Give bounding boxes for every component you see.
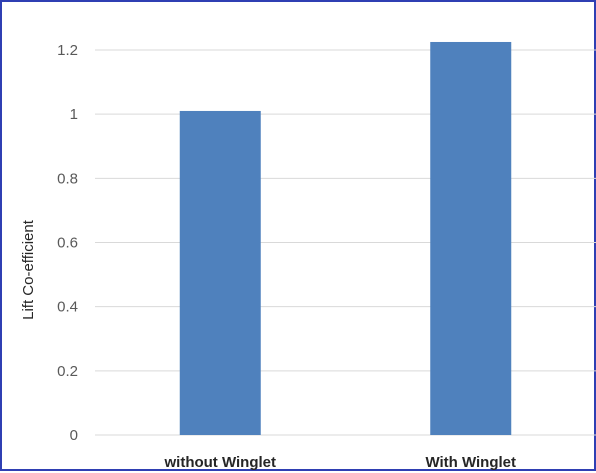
bar (179, 110, 261, 435)
y-tick-label: 0.2 (57, 363, 78, 380)
y-axis-title: Lift Co-efficient (20, 219, 37, 320)
x-category-label: With Winglet (425, 454, 516, 471)
y-axis-ticks: 0 0.2 0.4 0.6 0.8 1 1.2 (57, 42, 78, 444)
y-tick-label: 0 (70, 427, 78, 444)
x-axis-categories: without Winglet With Winglet (163, 454, 516, 471)
y-tick-label: 0.4 (57, 299, 78, 316)
bar (430, 41, 512, 436)
y-tick-label: 1 (70, 106, 78, 123)
y-tick-label: 0.6 (57, 235, 78, 252)
x-category-label: without Winglet (163, 454, 276, 471)
y-tick-label: 1.2 (57, 42, 78, 59)
y-tick-label: 0.8 (57, 170, 78, 187)
bars (179, 41, 512, 436)
gridlines (95, 49, 596, 436)
